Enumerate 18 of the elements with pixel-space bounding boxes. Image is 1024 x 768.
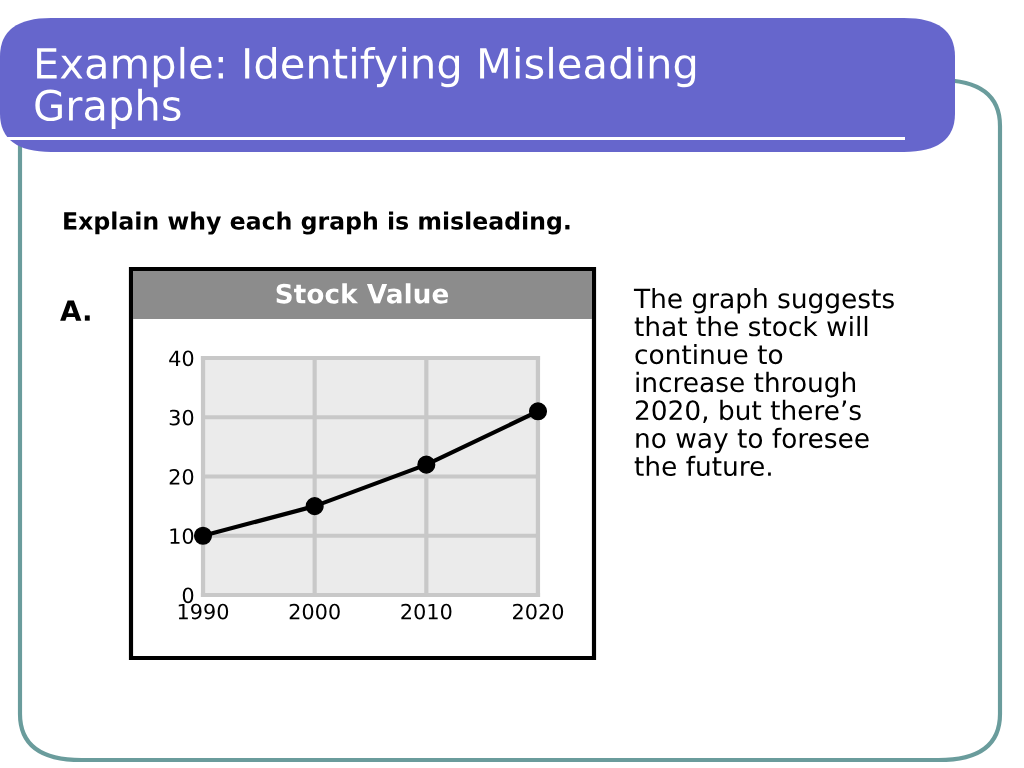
y-tick-label: 40 — [169, 350, 194, 367]
point — [305, 497, 324, 516]
x-tick-label: 2000 — [289, 603, 340, 620]
x-tick-label: 2020 — [513, 603, 564, 620]
text: Example: Identifying Misleading Graphs — [35, 46, 696, 130]
text: A. — [60, 300, 90, 321]
point — [417, 455, 436, 474]
chart-title: Stock Value — [276, 283, 449, 304]
y-tick-label: 20 — [169, 468, 194, 485]
y-tick-label: 30 — [169, 409, 194, 426]
text: Explain why each graph is misleading. — [64, 211, 570, 235]
y-tick-label: 10 — [170, 528, 194, 544]
y-tick-label: 0 — [182, 587, 194, 604]
point — [193, 526, 213, 545]
text: The graph suggests that the stock will continue to increase through 2020, but there’s no way to foresee the future. — [633, 288, 894, 477]
point — [528, 402, 548, 421]
x-tick-label: 1990 — [178, 603, 229, 620]
x-tick-label: 2010 — [401, 603, 452, 620]
